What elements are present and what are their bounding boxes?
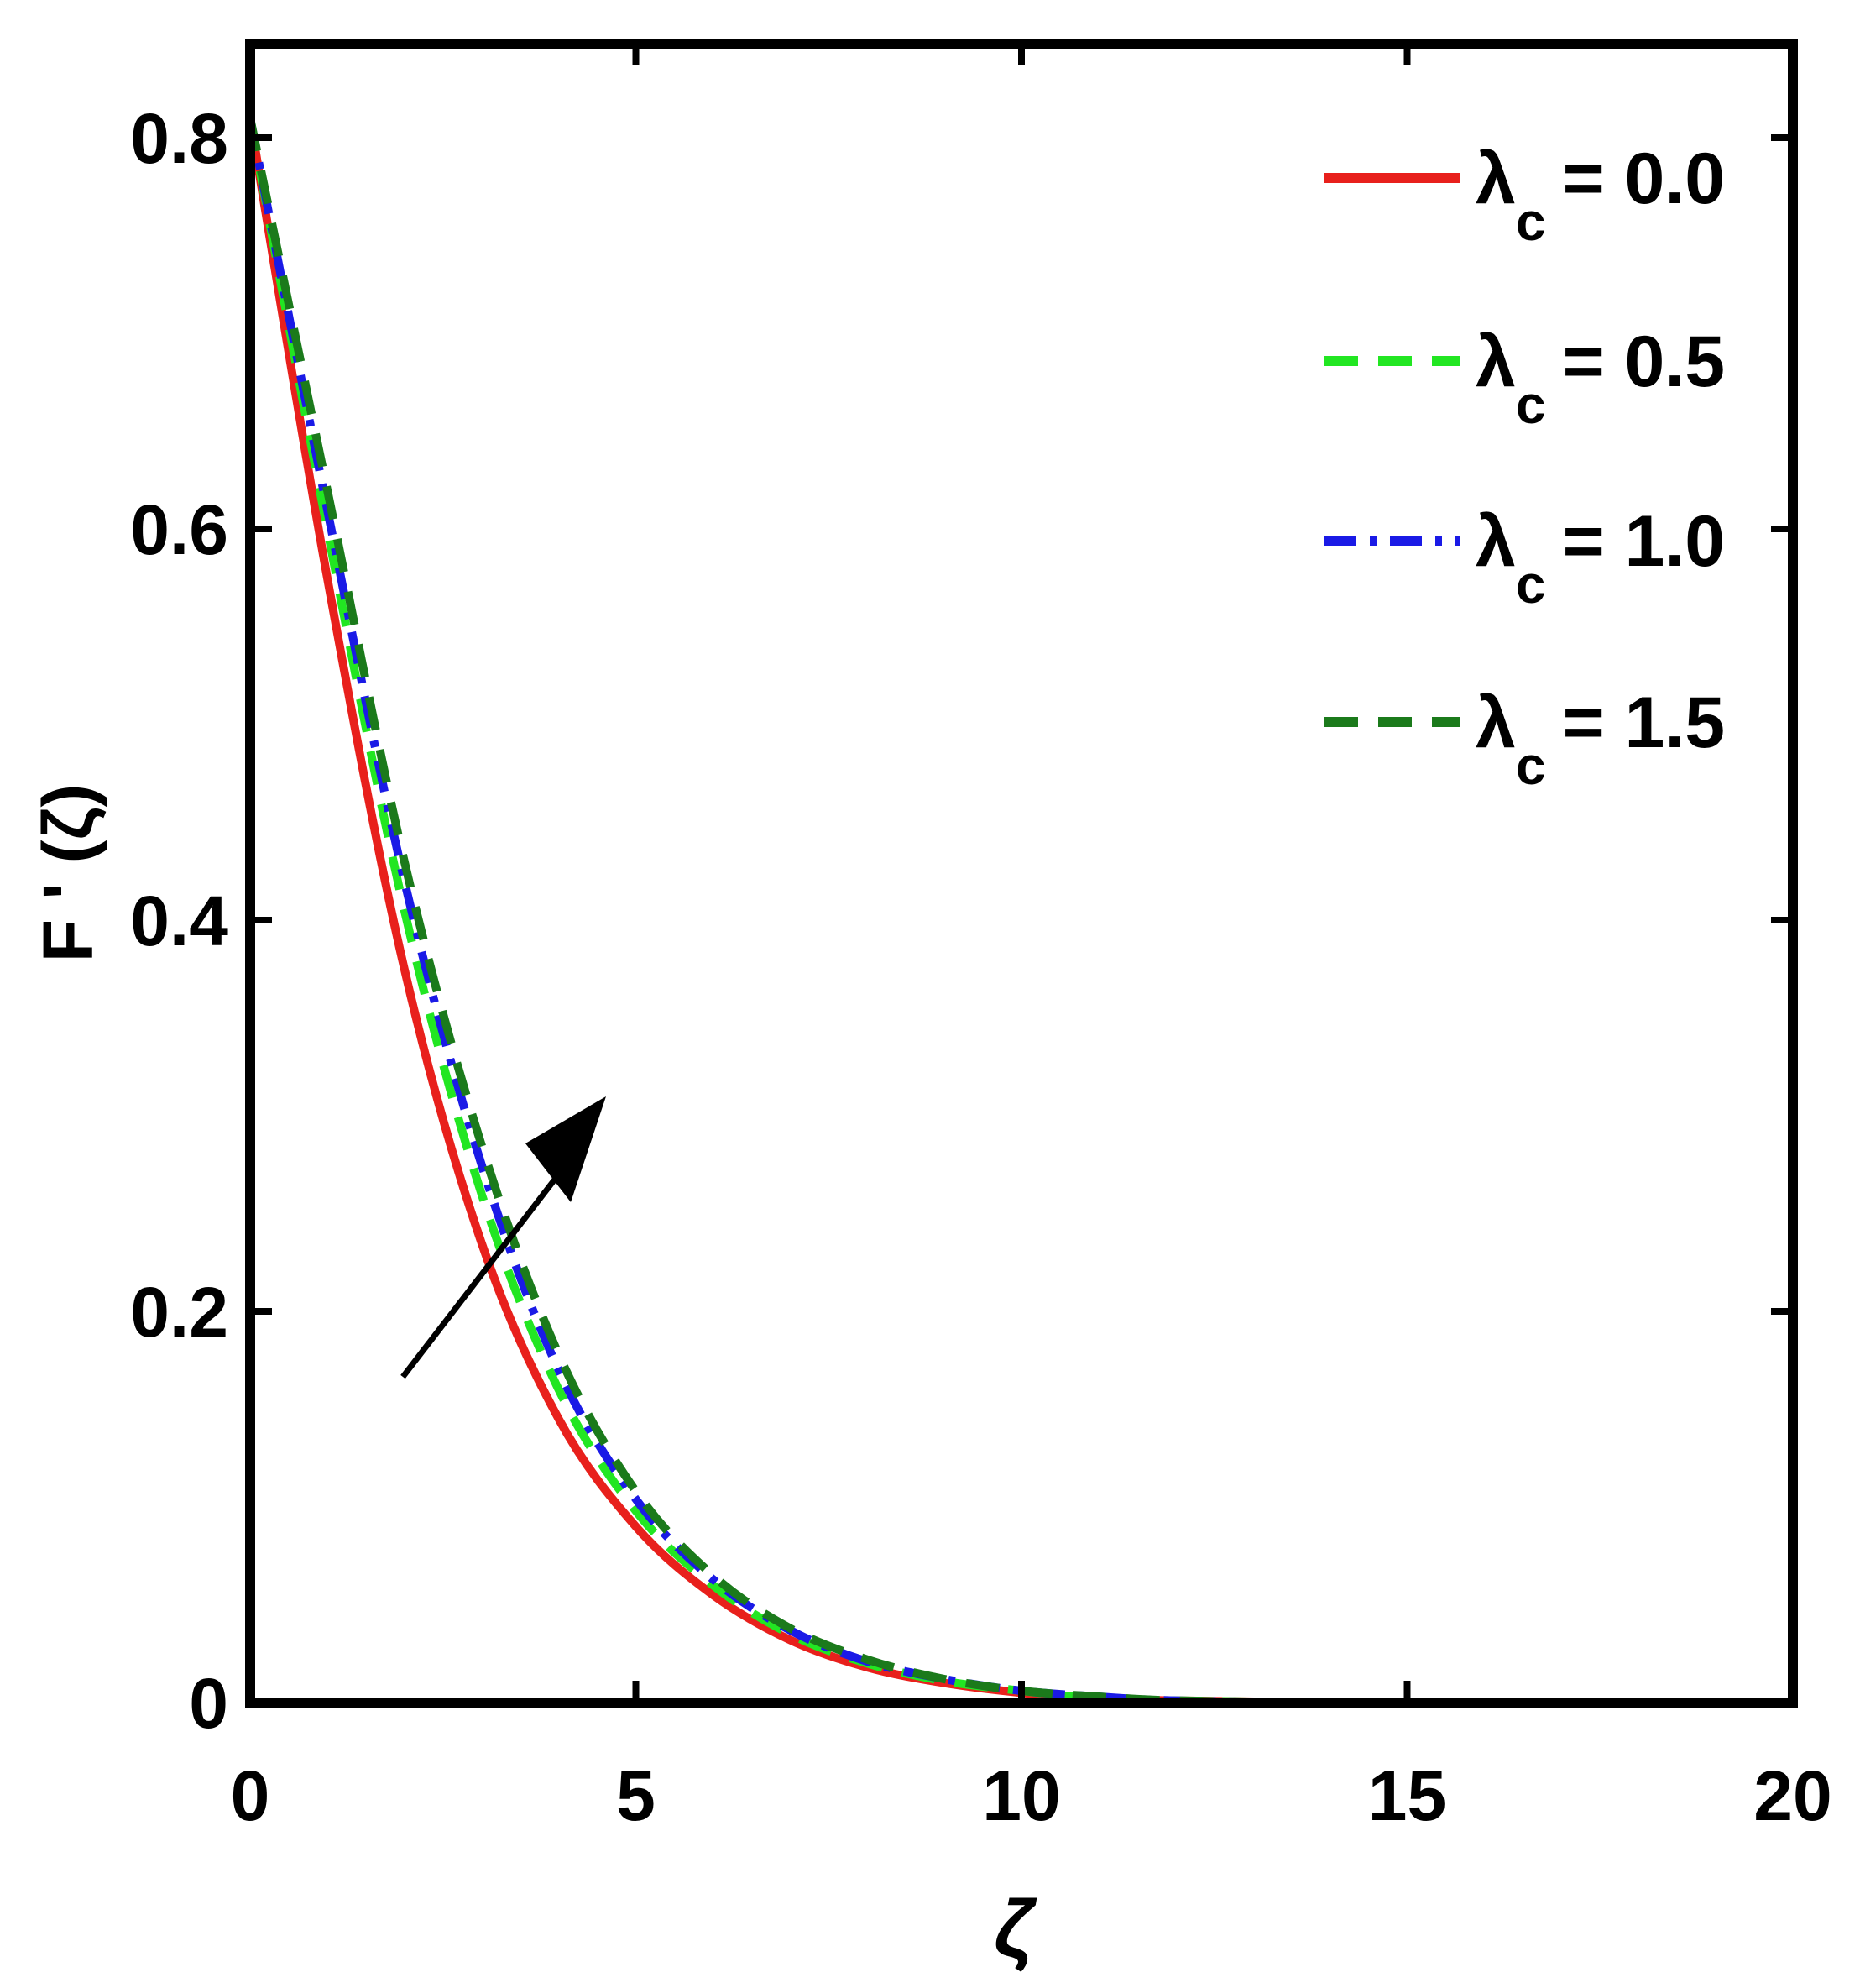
y-tick-label: 0	[189, 1664, 228, 1743]
y-tick-label: 0.4	[130, 882, 228, 960]
tick-labels: 0 5 10 15 20 0 0.2 0.4 0.6 0.8	[130, 99, 1832, 1835]
series-line-2	[246, 117, 1794, 1708]
x-tick-label: 5	[616, 1756, 656, 1835]
axis-ticks	[247, 44, 1796, 1706]
y-tick-label: 0.8	[130, 99, 228, 178]
x-tick-label: 0	[231, 1756, 270, 1835]
plot-frame	[245, 39, 1798, 1708]
series-line-1	[246, 117, 1794, 1708]
x-axis-label: ζ	[994, 1884, 1037, 1974]
legend-entry-2: λc= 0.5	[1476, 322, 1725, 435]
series-lines	[246, 117, 1794, 1708]
y-tick-label: 0.6	[130, 490, 228, 569]
series-line-4	[246, 117, 1794, 1708]
x-tick-label: 15	[1368, 1756, 1446, 1835]
trend-arrow	[400, 1096, 606, 1379]
series-line-3	[246, 117, 1794, 1708]
y-tick-label: 0.2	[130, 1273, 228, 1352]
y-axis-label: F ' (ζ)	[29, 784, 107, 963]
x-tick-label: 20	[1753, 1756, 1831, 1835]
legend: λc= 0.0 λc= 0.5 λc= 1.0 λc= 1.5	[1324, 139, 1725, 796]
x-tick-label: 10	[982, 1756, 1060, 1835]
legend-entry-1: λc= 0.0	[1476, 139, 1725, 252]
legend-entry-3: λc= 1.0	[1476, 501, 1725, 615]
legend-entry-4: λc= 1.5	[1476, 683, 1725, 796]
